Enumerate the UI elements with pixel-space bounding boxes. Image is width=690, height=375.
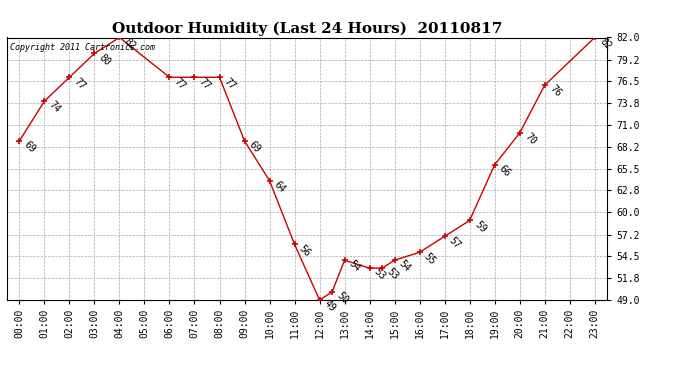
- Text: 59: 59: [473, 219, 488, 234]
- Text: 77: 77: [222, 76, 237, 91]
- Text: 82: 82: [122, 36, 137, 51]
- Text: Copyright 2011 Cartronics.com: Copyright 2011 Cartronics.com: [10, 43, 155, 52]
- Text: 74: 74: [47, 100, 63, 115]
- Text: 82: 82: [598, 36, 613, 51]
- Text: 69: 69: [22, 140, 37, 155]
- Title: Outdoor Humidity (Last 24 Hours)  20110817: Outdoor Humidity (Last 24 Hours) 2011081…: [112, 22, 502, 36]
- Text: 70: 70: [522, 132, 538, 147]
- Text: 54: 54: [347, 259, 363, 274]
- Text: 77: 77: [197, 76, 213, 91]
- Text: 64: 64: [273, 179, 288, 195]
- Text: 77: 77: [72, 76, 88, 91]
- Text: 54: 54: [397, 259, 413, 274]
- Text: 53: 53: [385, 267, 400, 282]
- Text: 57: 57: [447, 235, 463, 250]
- Text: 56: 56: [297, 243, 313, 258]
- Text: 50: 50: [335, 291, 351, 306]
- Text: 69: 69: [247, 140, 263, 155]
- Text: 53: 53: [373, 267, 388, 282]
- Text: 76: 76: [547, 84, 563, 99]
- Text: 77: 77: [172, 76, 188, 91]
- Text: 80: 80: [97, 52, 112, 68]
- Text: 55: 55: [422, 251, 437, 266]
- Text: 49: 49: [322, 298, 337, 314]
- Text: 66: 66: [497, 164, 513, 179]
